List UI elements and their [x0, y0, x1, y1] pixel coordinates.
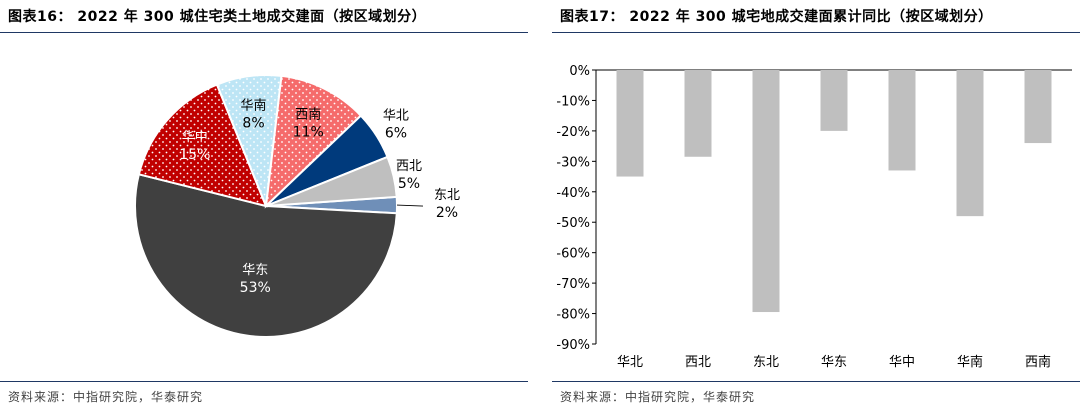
x-tick-label: 华中: [889, 355, 915, 370]
pie-slice-pattern: [138, 84, 266, 206]
pie-chart-source: 资料来源：中指研究院，华泰研究: [8, 390, 204, 404]
y-tick-label: -50%: [556, 216, 590, 231]
pie-slice-value: 5%: [398, 176, 420, 192]
y-tick-label: -60%: [556, 247, 590, 262]
pie-slice-value: 53%: [240, 280, 271, 296]
pie-slice-value: 8%: [242, 116, 264, 132]
bar: [752, 70, 780, 313]
pie-slice-group: [215, 74, 283, 207]
pie-chart: 东北 2% 华东 53% 华中 15% 华南 8% 西南 11% 华北 6% 西北 5%: [134, 74, 460, 338]
bar: [684, 70, 712, 157]
y-tick-label: -20%: [556, 125, 590, 140]
pie-slice-group: [264, 74, 363, 209]
y-tick-label: -40%: [556, 186, 590, 201]
bar: [616, 70, 644, 177]
bar: [1024, 70, 1052, 144]
source-divider: [0, 381, 528, 382]
pie-slice-value: 11%: [293, 125, 324, 141]
pie-chart-panel: 图表16： 2022 年 300 城住宅类土地成交建面（按区域划分） 东北 2% 华…: [0, 0, 528, 418]
leader-line: [396, 204, 424, 207]
bar-chart-source: 资料来源：中指研究院，华泰研究: [560, 390, 756, 404]
bar-chart-panel: 图表17： 2022 年 300 城宅地成交建面累计同比（按区域划分） 0% -1…: [552, 0, 1080, 418]
source-divider: [552, 381, 1080, 382]
title-divider: [552, 32, 1080, 33]
bar-chart-title: 图表17： 2022 年 300 城宅地成交建面累计同比（按区域划分）: [560, 9, 993, 25]
x-tick-label: 西南: [1025, 354, 1051, 370]
bar: [956, 70, 984, 217]
pie-slice-value: 15%: [179, 147, 210, 163]
pie-slice-group: [265, 155, 398, 207]
pie-slice-value: 6%: [385, 125, 407, 141]
pie-slice-group: [137, 83, 268, 208]
bar: [888, 70, 916, 171]
pie-slice-label: 华中: [182, 130, 208, 145]
pie-slice-label: 华北: [383, 108, 409, 123]
x-tick-label: 华南: [957, 354, 983, 370]
y-tick-label: -70%: [556, 277, 590, 292]
pie-slice-pattern: [266, 75, 361, 207]
title-divider: [0, 32, 528, 33]
pie-slice-label: 华南: [241, 98, 267, 114]
pie-slice-label: 西北: [396, 159, 422, 174]
pie-slice: [134, 173, 398, 338]
pie-slice-label: 华东: [242, 263, 268, 278]
bar: [820, 70, 848, 131]
pie-slice-value: 2%: [436, 205, 458, 221]
x-tick-label: 东北: [753, 355, 779, 370]
x-tick-label: 华北: [617, 355, 643, 370]
y-tick-label: 0%: [569, 64, 590, 79]
y-tick-label: -80%: [556, 308, 590, 323]
y-tick-label: -90%: [556, 338, 590, 353]
y-tick-label: -30%: [556, 155, 590, 170]
pie-slice-label: 西南: [295, 107, 321, 123]
x-tick-label: 西北: [685, 355, 711, 370]
pie-slice-label: 东北: [434, 188, 460, 203]
x-tick-label: 华东: [821, 355, 847, 370]
pie-chart-title: 图表16： 2022 年 300 城住宅类土地成交建面（按区域划分）: [8, 9, 427, 25]
y-tick-label: -10%: [556, 94, 590, 109]
pie-slice: [265, 155, 398, 207]
pie-slice-pattern: [216, 75, 282, 206]
pie-slice-group: [134, 173, 398, 338]
bar-chart: 0% -10% -20% -30% -40% -50% -60% -70% -80% -90% 华北…: [556, 64, 1072, 370]
